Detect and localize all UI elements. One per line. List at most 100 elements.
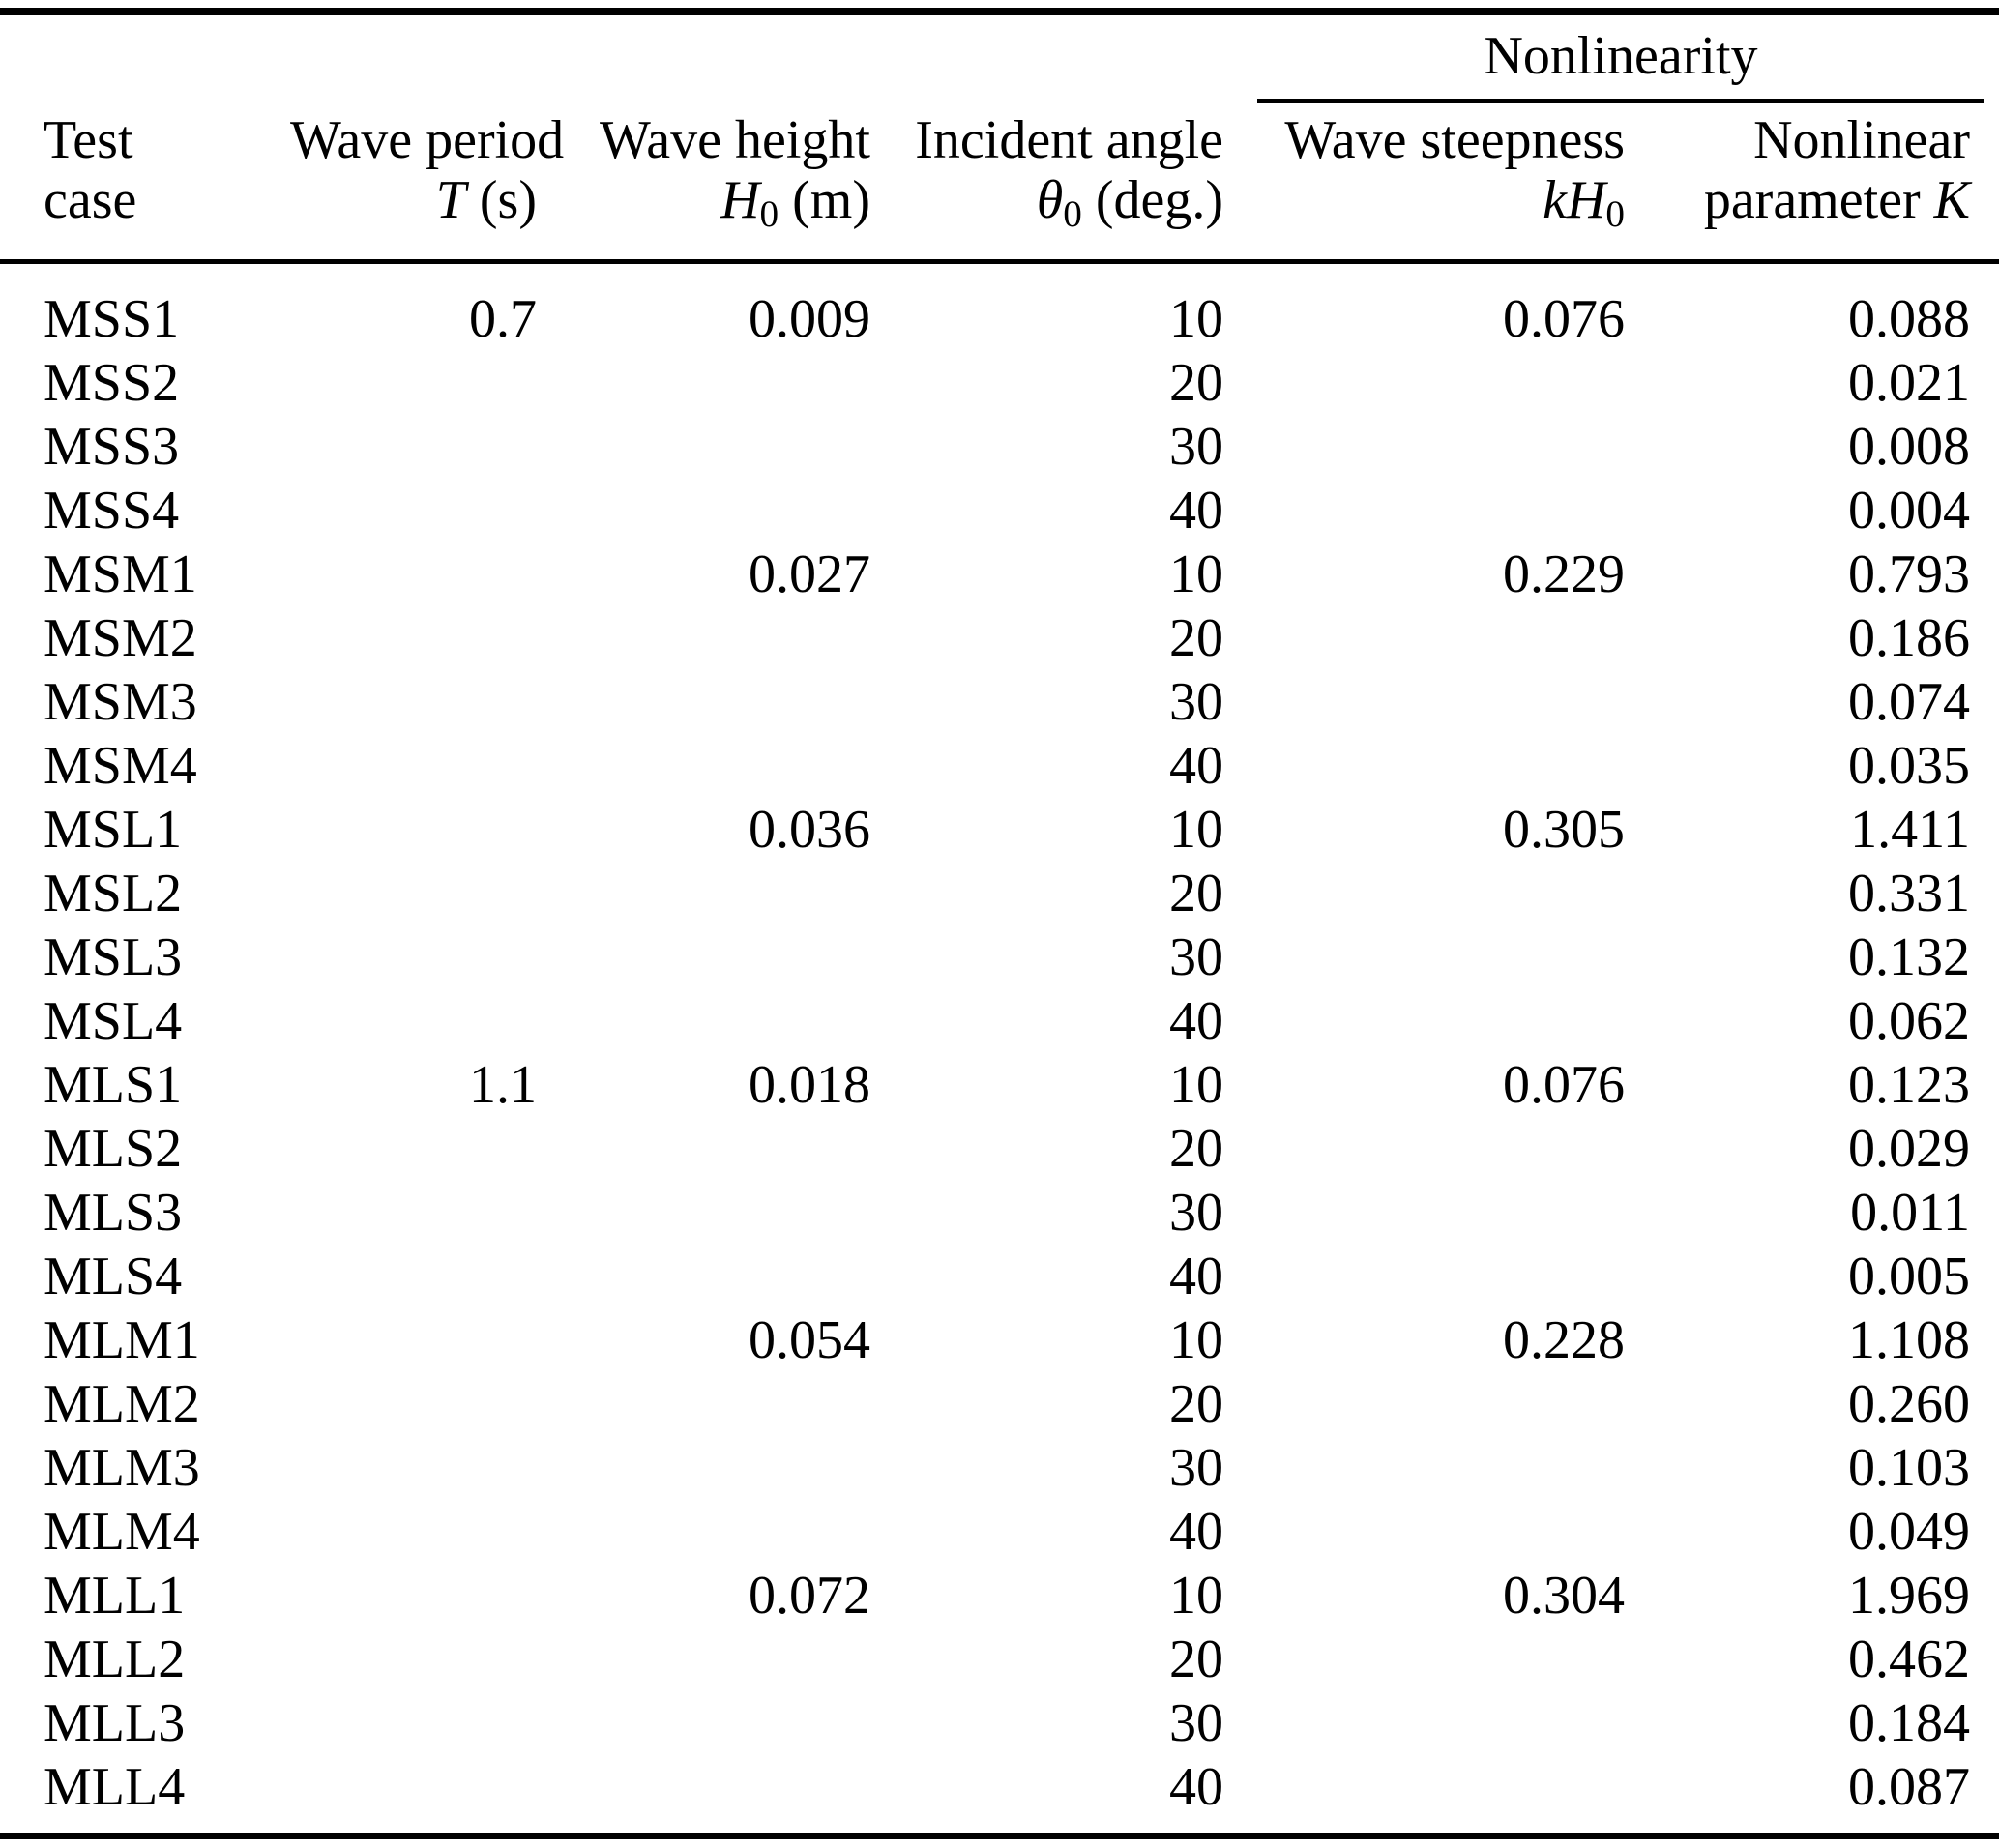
cell-nonlinear-parameter: 0.462 bbox=[1848, 1629, 1971, 1689]
column-subheader-test-case: case bbox=[0, 170, 290, 264]
cell-nonlinear-parameter: 0.260 bbox=[1848, 1374, 1971, 1434]
cell-incident-angle: 20 bbox=[1169, 1629, 1223, 1689]
table-row: MSL4 40 0.062 bbox=[0, 989, 1999, 1053]
column-header-incident-angle: Incident angle bbox=[915, 110, 1223, 170]
cell-wave-steepness: 0.229 bbox=[1503, 544, 1625, 604]
cell-nonlinear-parameter: 1.411 bbox=[1850, 800, 1971, 860]
cell-wave-steepness bbox=[1223, 606, 1625, 670]
subheader-text: parameter bbox=[1703, 170, 1934, 230]
subscript-0: 0 bbox=[759, 192, 779, 235]
cell-test-case: MSS3 bbox=[44, 417, 180, 477]
cell-wave-period bbox=[290, 351, 537, 415]
cell-wave-period bbox=[290, 606, 537, 670]
table-row: MLS2 20 0.029 bbox=[0, 1117, 1999, 1181]
cell-test-case: MLM2 bbox=[44, 1374, 200, 1434]
cell-wave-period bbox=[290, 670, 537, 734]
cell-wave-period bbox=[290, 734, 537, 798]
cell-wave-period bbox=[290, 1308, 537, 1372]
table-row: MSS3 30 0.008 bbox=[0, 415, 1999, 479]
cell-nonlinear-parameter: 1.969 bbox=[1848, 1566, 1971, 1626]
cell-wave-period bbox=[290, 1628, 537, 1691]
cell-wave-height bbox=[537, 1500, 870, 1564]
cell-wave-period bbox=[290, 798, 537, 862]
column-subheader-wave-height: H0 (m) bbox=[537, 170, 870, 264]
cell-wave-period bbox=[290, 479, 537, 543]
table-row: MLL2 20 0.462 bbox=[0, 1628, 1999, 1691]
cell-wave-period bbox=[290, 1181, 537, 1245]
column-subheader-nonlinear-parameter: parameter K bbox=[1625, 170, 1999, 264]
cell-test-case: MSS2 bbox=[44, 353, 180, 413]
cell-test-case: MLL1 bbox=[44, 1566, 186, 1626]
unit-seconds: (s) bbox=[465, 170, 537, 230]
cell-test-case: MLS1 bbox=[44, 1055, 183, 1115]
column-header-test-case: Test bbox=[44, 110, 133, 170]
symbol-kH: kH bbox=[1543, 170, 1606, 230]
cell-wave-steepness bbox=[1223, 1691, 1625, 1755]
cell-wave-period bbox=[290, 1564, 537, 1628]
cell-wave-height bbox=[537, 670, 870, 734]
cell-test-case: MSM4 bbox=[44, 736, 197, 796]
cell-wave-period bbox=[290, 1755, 537, 1836]
symbol-theta: θ bbox=[1036, 170, 1064, 230]
cell-incident-angle: 40 bbox=[1169, 736, 1223, 796]
table-row: MSM3 30 0.074 bbox=[0, 670, 1999, 734]
cell-wave-steepness bbox=[1223, 734, 1625, 798]
cell-wave-steepness bbox=[1223, 925, 1625, 989]
cell-test-case: MSL3 bbox=[44, 927, 183, 987]
table-row: MLS1 1.1 0.018 10 0.076 0.123 bbox=[0, 1053, 1999, 1117]
subscript-0: 0 bbox=[1063, 192, 1082, 235]
table-row: MLS4 40 0.005 bbox=[0, 1245, 1999, 1308]
cell-nonlinear-parameter: 0.103 bbox=[1848, 1438, 1971, 1498]
cell-wave-height bbox=[537, 1117, 870, 1181]
cell-wave-height: 0.072 bbox=[749, 1566, 870, 1626]
table-row: MLM3 30 0.103 bbox=[0, 1436, 1999, 1500]
cell-test-case: MSL4 bbox=[44, 991, 183, 1051]
cell-wave-period bbox=[290, 1691, 537, 1755]
cell-test-case: MLL3 bbox=[44, 1693, 186, 1753]
cell-nonlinear-parameter: 0.021 bbox=[1848, 353, 1971, 413]
table-row: MSM2 20 0.186 bbox=[0, 606, 1999, 670]
cell-wave-height bbox=[537, 1691, 870, 1755]
cell-test-case: MLL2 bbox=[44, 1629, 186, 1689]
cell-wave-height bbox=[537, 351, 870, 415]
cell-wave-height bbox=[537, 1245, 870, 1308]
column-header-wave-period: Wave period bbox=[290, 110, 565, 170]
table-row: MSM1 0.027 10 0.229 0.793 bbox=[0, 543, 1999, 606]
table-header: Nonlinearity Test Wave period Wave heigh… bbox=[0, 12, 1999, 264]
table-row: MLM2 20 0.260 bbox=[0, 1372, 1999, 1436]
cell-test-case: MLM1 bbox=[44, 1310, 200, 1370]
cell-wave-height: 0.018 bbox=[749, 1055, 870, 1115]
cell-wave-period bbox=[290, 1117, 537, 1181]
table-row: MSS1 0.7 0.009 10 0.076 0.088 bbox=[0, 262, 1999, 352]
cell-incident-angle: 10 bbox=[1169, 544, 1223, 604]
cell-incident-angle: 10 bbox=[1169, 289, 1223, 349]
cell-wave-height: 0.009 bbox=[749, 289, 870, 349]
cell-nonlinear-parameter: 0.062 bbox=[1848, 991, 1971, 1051]
cell-wave-height bbox=[537, 1181, 870, 1245]
cell-wave-height bbox=[537, 415, 870, 479]
cell-test-case: MSS4 bbox=[44, 481, 180, 541]
cell-incident-angle: 40 bbox=[1169, 991, 1223, 1051]
cell-nonlinear-parameter: 0.186 bbox=[1848, 608, 1971, 668]
column-header-nonlinear-parameter: Nonlinear bbox=[1753, 110, 1971, 170]
symbol-H: H bbox=[720, 170, 760, 230]
unit-degrees: (deg.) bbox=[1081, 170, 1223, 230]
cell-incident-angle: 30 bbox=[1169, 1438, 1223, 1498]
cell-nonlinear-parameter: 0.035 bbox=[1848, 736, 1971, 796]
table-row: MSL1 0.036 10 0.305 1.411 bbox=[0, 798, 1999, 862]
cell-nonlinear-parameter: 0.004 bbox=[1848, 481, 1971, 541]
cell-nonlinear-parameter: 1.108 bbox=[1848, 1310, 1971, 1370]
spanner-label: Nonlinearity bbox=[1484, 26, 1758, 86]
column-subheader-wave-period: T (s) bbox=[290, 170, 537, 264]
subheader-text: case bbox=[44, 170, 137, 230]
cell-nonlinear-parameter: 0.331 bbox=[1848, 864, 1971, 924]
header-line1-row: Test Wave period Wave height Incident an… bbox=[0, 103, 1999, 170]
cell-wave-period bbox=[290, 989, 537, 1053]
table-row: MLS3 30 0.011 bbox=[0, 1181, 1999, 1245]
cell-nonlinear-parameter: 0.184 bbox=[1848, 1693, 1971, 1753]
cell-wave-steepness bbox=[1223, 862, 1625, 925]
cell-incident-angle: 20 bbox=[1169, 353, 1223, 413]
cell-test-case: MSM3 bbox=[44, 672, 197, 732]
cell-wave-steepness bbox=[1223, 1628, 1625, 1691]
cell-wave-height bbox=[537, 989, 870, 1053]
